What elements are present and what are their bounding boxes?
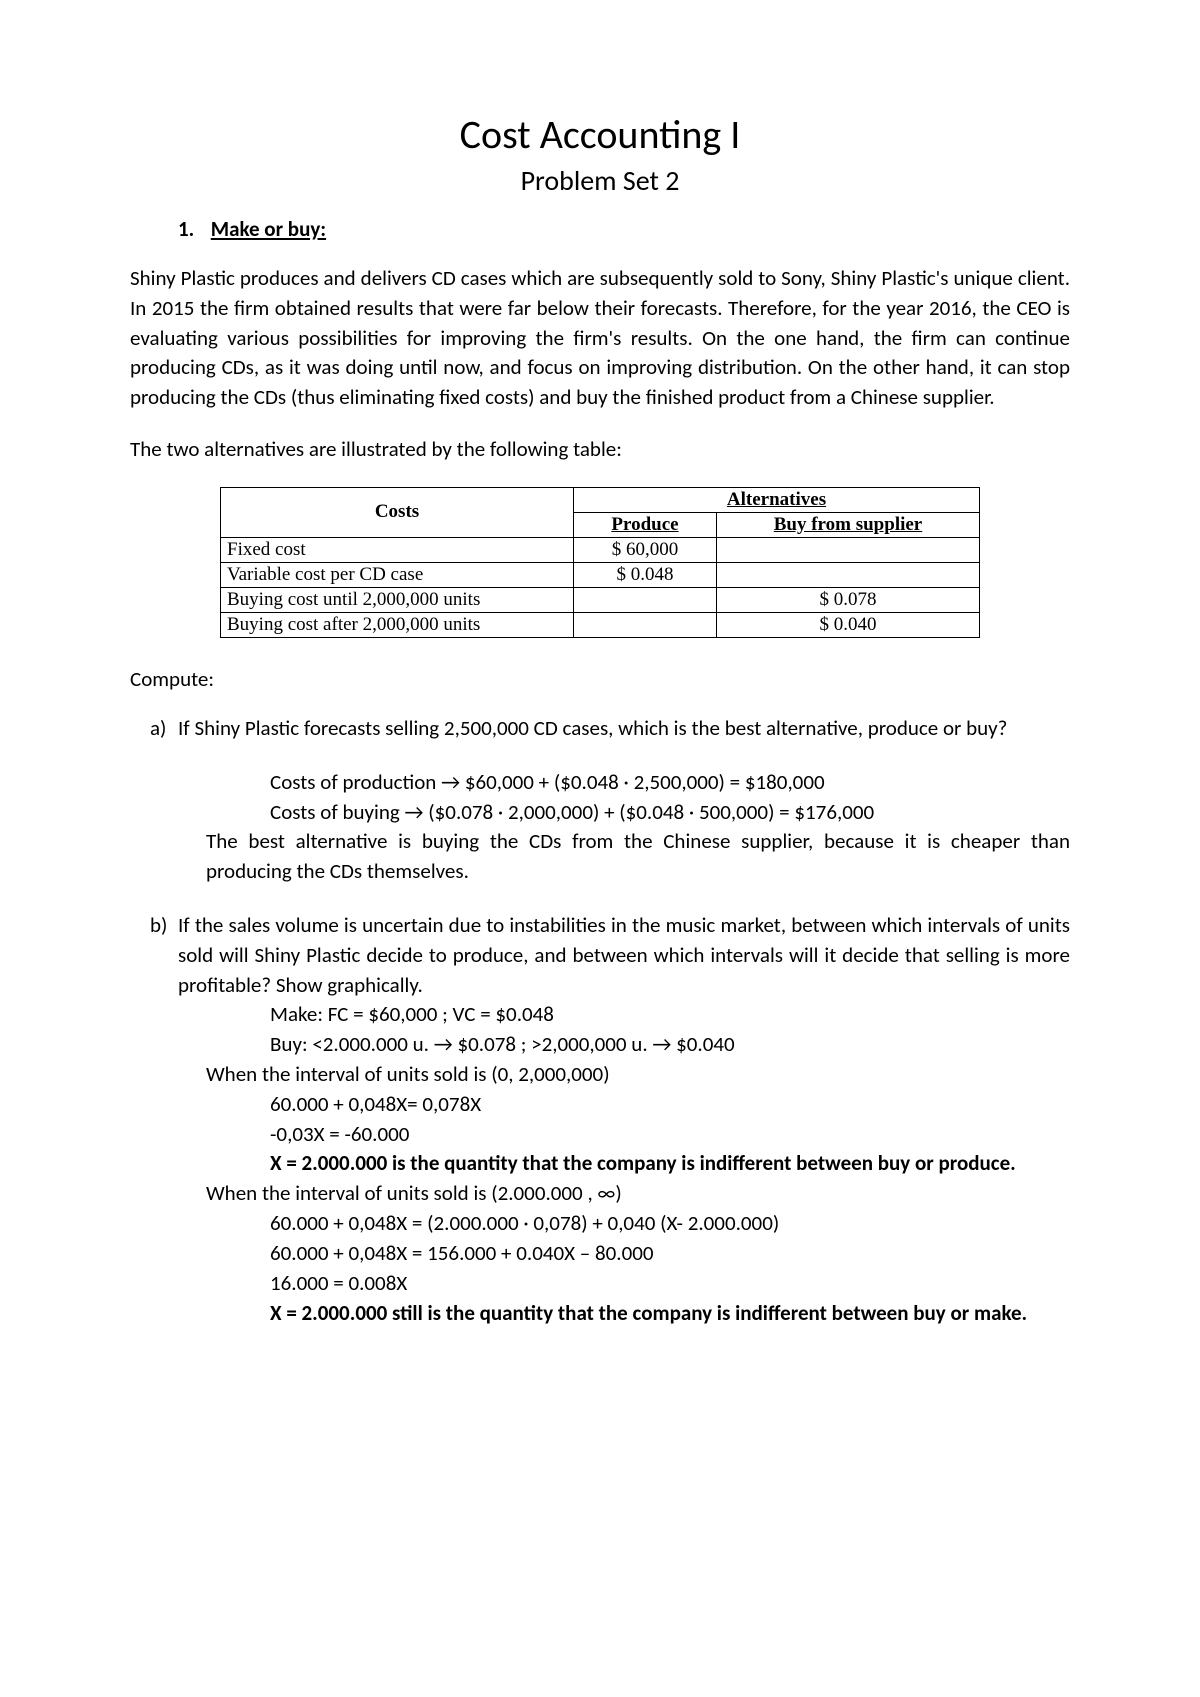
row-label: Variable cost per CD case [221, 562, 574, 587]
row-buy [717, 562, 980, 587]
row-label: Buying cost after 2,000,000 units [221, 612, 574, 637]
th-costs: Costs [221, 487, 574, 537]
row-buy [717, 537, 980, 562]
table-row: Buying cost until 2,000,000 units $ 0.07… [221, 587, 980, 612]
item-b: b)If the sales volume is uncertain due t… [178, 911, 1070, 1000]
th-produce: Produce [574, 512, 717, 537]
item-b-int1-c2: -0,03X = -60.000 [270, 1120, 1070, 1150]
th-buy: Buy from supplier [717, 512, 980, 537]
page: Cost Accounting I Problem Set 2 1. Make … [0, 0, 1200, 1697]
item-b-interval1: When the interval of units sold is (0, 2… [206, 1060, 1070, 1090]
table-row: Variable cost per CD case $ 0.048 [221, 562, 980, 587]
item-b-calc2: Buy: <2.000.000 u. → $0.078 ; >2,000,000… [270, 1030, 1070, 1060]
item-b-int2-result: X = 2.000.000 still is the quantity that… [270, 1299, 1070, 1329]
item-b-calc1: Make: FC = $60,000 ; VC = $0.048 [270, 1000, 1070, 1030]
row-produce: $ 60,000 [574, 537, 717, 562]
item-b-int2-c1: 60.000 + 0,048X = (2.000.000 · 0,078) + … [270, 1209, 1070, 1239]
row-produce [574, 612, 717, 637]
item-b-int1-c1: 60.000 + 0,048X= 0,078X [270, 1090, 1070, 1120]
item-b-int2-c2: 60.000 + 0,048X = 156.000 + 0.040X – 80.… [270, 1239, 1070, 1269]
section-heading: 1. Make or buy: [178, 216, 1070, 242]
item-a-calc1: Costs of production → $60,000 + ($0.048 … [270, 768, 1070, 798]
item-a: a)If Shiny Plastic forecasts selling 2,5… [178, 714, 1070, 744]
item-b-interval2: When the interval of units sold is (2.00… [206, 1179, 1070, 1209]
row-produce [574, 587, 717, 612]
table-row: Fixed cost $ 60,000 [221, 537, 980, 562]
compute-heading: Compute: [130, 666, 1070, 692]
paragraph-intro: Shiny Plastic produces and delivers CD c… [130, 264, 1070, 413]
row-produce: $ 0.048 [574, 562, 717, 587]
doc-title: Cost Accounting I [130, 110, 1070, 159]
item-a-calc2: Costs of buying → ($0.078 · 2,000,000) +… [270, 798, 1070, 828]
table-row: Buying cost after 2,000,000 units $ 0.04… [221, 612, 980, 637]
row-buy: $ 0.078 [717, 587, 980, 612]
item-b-letter: b) [150, 911, 178, 941]
costs-table-wrap: Costs Alternatives Produce Buy from supp… [220, 487, 980, 638]
item-b-int1-result: X = 2.000.000 is the quantity that the c… [270, 1149, 1070, 1179]
row-buy: $ 0.040 [717, 612, 980, 637]
item-b-text: If the sales volume is uncertain due to … [178, 912, 1070, 998]
doc-subtitle: Problem Set 2 [130, 163, 1070, 198]
paragraph-table-intro: The two alternatives are illustrated by … [130, 435, 1070, 465]
section-label: Make or buy: [211, 216, 326, 242]
section-number: 1. [178, 216, 206, 242]
row-label: Fixed cost [221, 537, 574, 562]
th-alternatives: Alternatives [574, 487, 980, 512]
item-a-conclusion: The best alternative is buying the CDs f… [206, 827, 1070, 887]
row-label: Buying cost until 2,000,000 units [221, 587, 574, 612]
item-a-letter: a) [150, 714, 178, 744]
costs-table: Costs Alternatives Produce Buy from supp… [220, 487, 980, 638]
item-b-int2-c3: 16.000 = 0.008X [270, 1269, 1070, 1299]
table-header-row: Costs Alternatives [221, 487, 980, 512]
item-a-text: If Shiny Plastic forecasts selling 2,500… [178, 715, 1007, 741]
